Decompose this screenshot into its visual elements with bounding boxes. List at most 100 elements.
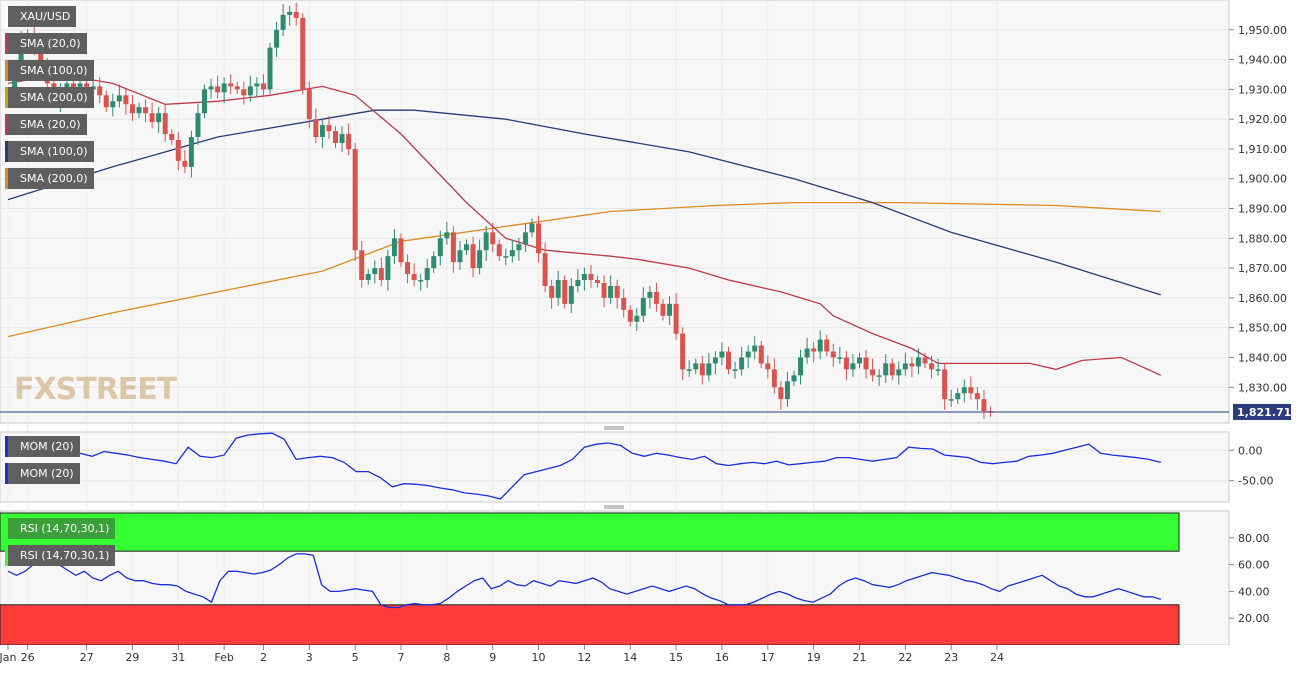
bullish-candle bbox=[437, 238, 443, 257]
bullish-candle bbox=[424, 268, 430, 281]
price-indicator-label[interactable]: SMA (200,0) bbox=[5, 87, 94, 108]
bearish-candle bbox=[843, 357, 849, 370]
price-tick-label: 1,940.00 bbox=[1238, 54, 1287, 67]
price-indicator-label[interactable]: SMA (20,0) bbox=[5, 114, 87, 135]
bullish-candle bbox=[503, 256, 509, 258]
momentum-indicator-label[interactable]: MOM (20) bbox=[5, 436, 80, 457]
bullish-candle bbox=[575, 280, 581, 286]
bullish-candle bbox=[961, 387, 967, 394]
bearish-candle bbox=[215, 86, 221, 93]
bullish-candle bbox=[555, 280, 561, 298]
bullish-candle bbox=[857, 357, 862, 364]
bearish-candle bbox=[863, 357, 869, 370]
bullish-candle bbox=[706, 363, 712, 376]
time-tick-label: 23 bbox=[944, 651, 958, 664]
instrument-label[interactable]: XAU/USD bbox=[5, 6, 77, 27]
bearish-candle bbox=[824, 339, 830, 352]
bullish-candle bbox=[640, 297, 646, 316]
price-indicator-label[interactable]: SMA (20,0) bbox=[5, 33, 87, 54]
rsi-tick-label: 60.00 bbox=[1238, 559, 1270, 572]
rsi-indicator-label[interactable]: RSI (14,70,30,1) bbox=[5, 545, 116, 566]
bullish-candle bbox=[948, 399, 954, 401]
bearish-candle bbox=[595, 280, 600, 283]
bullish-candle bbox=[902, 363, 908, 370]
bearish-candle bbox=[653, 291, 659, 304]
bullish-candle bbox=[116, 95, 122, 102]
time-tick-label: 2 bbox=[260, 651, 267, 664]
price-tick-label: 1,840.00 bbox=[1238, 351, 1287, 364]
bearish-candle bbox=[968, 387, 974, 394]
time-tick-label: 31 bbox=[171, 651, 185, 664]
fxstreet-watermark: FXSTREET bbox=[14, 372, 178, 407]
candles bbox=[12, 2, 993, 419]
bullish-candle bbox=[568, 285, 574, 304]
rsi-indicator-label[interactable]: RSI (14,70,30,1) bbox=[5, 518, 116, 539]
pane-dividers[interactable] bbox=[604, 426, 624, 509]
rsi-tick-label: 80.00 bbox=[1238, 532, 1270, 545]
bearish-candle bbox=[588, 274, 594, 281]
bullish-candle bbox=[608, 285, 614, 298]
bullish-candle bbox=[647, 291, 653, 298]
bullish-candle bbox=[522, 232, 528, 245]
bearish-candle bbox=[942, 369, 948, 400]
bullish-candle bbox=[208, 86, 214, 90]
rsi-oversold-zone bbox=[0, 604, 1180, 646]
bullish-candle bbox=[188, 137, 194, 167]
bearish-candle bbox=[123, 95, 129, 105]
bearish-candle bbox=[929, 363, 935, 370]
time-tick-label: Feb bbox=[214, 651, 233, 664]
time-tick-label: 12 bbox=[577, 651, 591, 664]
bearish-candle bbox=[149, 113, 155, 123]
bullish-candle bbox=[732, 369, 738, 371]
sma-20-line bbox=[7, 73, 1162, 376]
time-tick-label: 21 bbox=[853, 651, 867, 664]
bullish-candle bbox=[464, 244, 469, 251]
price-indicator-label[interactable]: SMA (100,0) bbox=[5, 60, 94, 81]
bullish-candle bbox=[385, 256, 391, 281]
bearish-candle bbox=[129, 104, 135, 114]
time-axis-bg bbox=[0, 645, 1302, 670]
bearish-candle bbox=[496, 244, 502, 257]
bearish-candle bbox=[811, 348, 817, 352]
price-indicator-label[interactable]: SMA (100,0) bbox=[5, 141, 94, 162]
time-tick-label: 8 bbox=[443, 651, 450, 664]
price-tick-label: 1,830.00 bbox=[1238, 381, 1287, 394]
bearish-candle bbox=[660, 303, 666, 316]
bullish-candle bbox=[850, 363, 856, 370]
bearish-candle bbox=[182, 160, 188, 167]
bearish-candle bbox=[974, 393, 980, 400]
bullish-candle bbox=[319, 125, 325, 138]
bearish-candle bbox=[241, 89, 247, 96]
bearish-candle bbox=[398, 238, 404, 263]
price-indicator-label[interactable]: SMA (200,0) bbox=[5, 168, 94, 189]
price-axis: 1,950.00 1,940.00 1,930.00 1,920.00 1,910.00… bbox=[1229, 24, 1287, 625]
bearish-candle bbox=[922, 357, 928, 364]
bearish-candle bbox=[97, 86, 103, 96]
bullish-candle bbox=[883, 363, 889, 376]
time-tick-label: 22 bbox=[898, 651, 912, 664]
bullish-candle bbox=[798, 357, 804, 376]
bullish-candle bbox=[418, 280, 424, 282]
time-tick-label: 3 bbox=[306, 651, 313, 664]
bullish-candle bbox=[745, 351, 751, 358]
bullish-candle bbox=[784, 381, 790, 400]
time-axis[interactable]: Jan 26 27 29 31 Feb 2 3 5 7 8 9 10 12 14 15 16 17 19 21 22 23… bbox=[0, 645, 1302, 670]
time-tick-label: 10 bbox=[532, 651, 546, 664]
bullish-candle bbox=[431, 256, 437, 269]
bullish-candle bbox=[267, 47, 273, 90]
bearish-candle bbox=[143, 107, 149, 114]
bearish-candle bbox=[621, 297, 627, 310]
bearish-candle bbox=[778, 387, 784, 400]
time-tick-label: 16 bbox=[715, 651, 729, 664]
bearish-candle bbox=[601, 282, 607, 298]
bearish-candle bbox=[699, 363, 705, 376]
bearish-candle bbox=[333, 131, 338, 143]
bearish-candle bbox=[771, 369, 777, 388]
bullish-candle bbox=[837, 357, 843, 359]
bullish-candle bbox=[136, 107, 142, 114]
sma-200-line bbox=[7, 201, 1161, 338]
bullish-candle bbox=[876, 375, 882, 377]
momentum-indicator-label[interactable]: MOM (20) bbox=[5, 463, 80, 484]
